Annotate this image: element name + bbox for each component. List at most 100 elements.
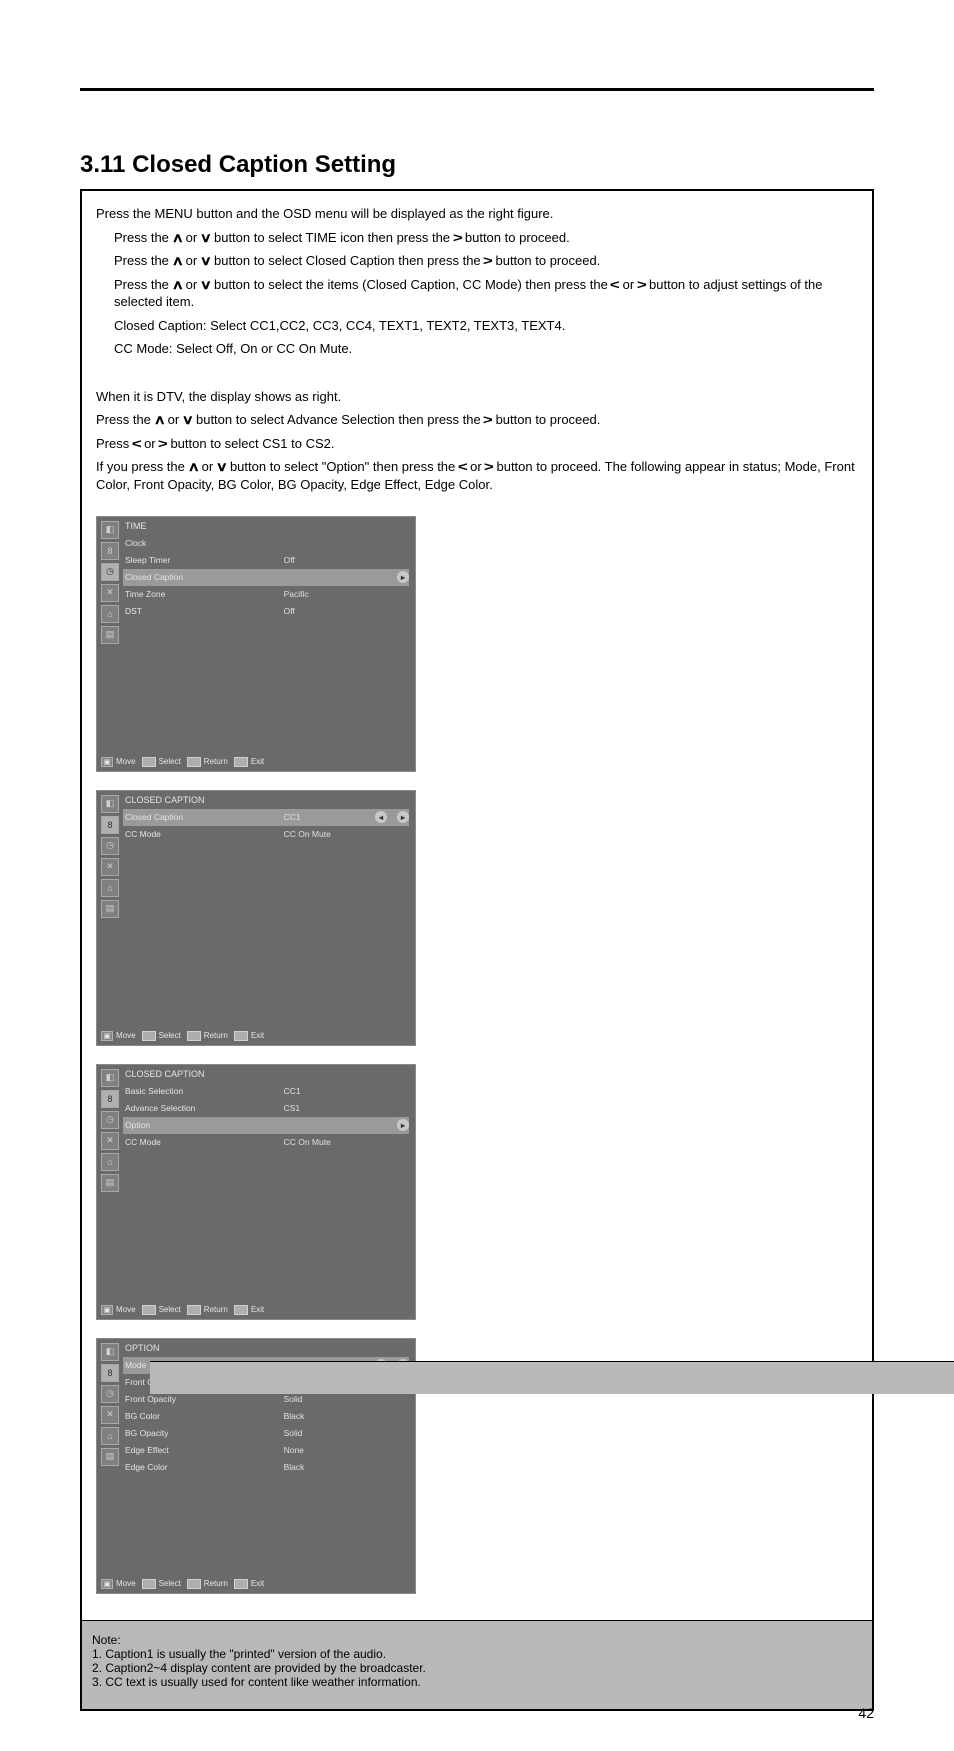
osd-row-arrows: ▸: [354, 1119, 409, 1131]
text: or: [202, 459, 217, 474]
footer-key-icon: [234, 1305, 248, 1315]
osd-sidebar-icon: ⌂: [101, 1427, 119, 1445]
osd-row-label: Advance Selection: [125, 1103, 280, 1113]
footer-key-label: Select: [159, 1031, 181, 1040]
text: Press the: [114, 253, 173, 268]
osd-sidebar-icon: 8: [101, 1364, 119, 1382]
footer-key-label: Select: [159, 757, 181, 766]
chevron-down-icon: [199, 276, 211, 294]
osd-sidebar-icon: ▤: [101, 1174, 119, 1192]
right-column: ◧8◷✕⌂▤TIMEClockSleep TimerOffClosed Capt…: [96, 516, 416, 1594]
osd-footer-button: ▣Move: [101, 1579, 136, 1589]
osd-row-label: Front Opacity: [125, 1394, 280, 1404]
footer-key-icon: [187, 757, 201, 767]
page: 3.11 Closed Caption Setting Press the ME…: [0, 0, 954, 1751]
section-number: 3.11: [80, 151, 125, 178]
text: button to select Advance Selection then …: [196, 412, 484, 427]
dtv-line-3: If you press the or button to select "Op…: [96, 458, 858, 493]
footer-key-icon: [187, 1579, 201, 1589]
osd-row-label: CC Mode: [125, 829, 280, 839]
chevron-down-icon: [199, 229, 211, 247]
osd-row-label: Clock: [125, 538, 280, 548]
osd-sidebar: ◧8◷✕⌂▤: [101, 1343, 121, 1565]
footer-note-line: 3. CC text is usually used for content l…: [92, 1675, 862, 1689]
footer-key-icon: [142, 1305, 156, 1315]
osd-row-value: CC1: [284, 812, 350, 822]
osd-screenshot-2: ◧8◷✕⌂▤CLOSED CAPTIONClosed CaptionCC1◂▸C…: [96, 790, 416, 1046]
osd-screenshot-3: ◧8◷✕⌂▤CLOSED CAPTIONBasic SelectionCC1Ad…: [96, 1064, 416, 1320]
osd-body: ClockSleep TimerOffClosed Caption▸Time Z…: [125, 535, 409, 743]
osd-row: Closed CaptionCC1◂▸: [123, 809, 409, 826]
osd-footer-button: ▣Move: [101, 1031, 136, 1041]
footer-key-icon: ▣: [101, 1305, 113, 1315]
chevron-right-icon: [484, 458, 494, 476]
osd-row: BG OpacitySolid: [125, 1425, 409, 1442]
osd-row-value: Solid: [284, 1394, 350, 1404]
chevron-up-icon: [171, 276, 183, 294]
osd-row-label: Sleep Timer: [125, 555, 280, 565]
section-title-text: Closed Caption Setting: [132, 151, 396, 178]
chevron-up-icon: [187, 458, 199, 476]
osd-sidebar: ◧8◷✕⌂▤: [101, 795, 121, 1017]
text: If you press the: [96, 459, 189, 474]
arrow-right-icon: ▸: [397, 1119, 409, 1131]
osd-footer-button: Select: [142, 757, 181, 767]
osd-sidebar-icon: ◧: [101, 1069, 119, 1087]
chevron-right-icon: [637, 276, 647, 294]
osd-footer-button: Exit: [234, 1031, 264, 1041]
text: button to select "Option" then press the: [230, 459, 459, 474]
ccmode-values: CC Mode: Select Off, On or CC On Mute.: [96, 340, 858, 358]
text: or: [186, 253, 201, 268]
osd-footer-button: Return: [187, 1305, 228, 1315]
footer-key-label: Move: [116, 1579, 136, 1588]
osd-row-label: Closed Caption: [125, 572, 280, 582]
footer-key-label: Exit: [251, 757, 264, 766]
arrow-left-icon: ◂: [375, 811, 387, 823]
osd-row-value: None: [284, 1445, 350, 1455]
chevron-right-icon: [483, 411, 493, 429]
osd-sidebar: ◧8◷✕⌂▤: [101, 521, 121, 743]
footer-note-hidden: [150, 1361, 954, 1394]
osd-sidebar-icon: ⌂: [101, 1153, 119, 1171]
dtv-note: When it is DTV, the display shows as rig…: [96, 388, 858, 494]
osd-sidebar-icon: ⌂: [101, 605, 119, 623]
footer-key-icon: [142, 1579, 156, 1589]
footer-key-label: Move: [116, 757, 136, 766]
osd-row: Edge EffectNone: [125, 1442, 409, 1459]
osd-row-value: CC On Mute: [284, 829, 350, 839]
footer-key-label: Exit: [251, 1305, 264, 1314]
osd-body: Basic SelectionCC1Advance SelectionCS1Op…: [125, 1083, 409, 1291]
osd-header: CLOSED CAPTION: [125, 1069, 409, 1079]
osd-row: Edge ColorBlack: [125, 1459, 409, 1476]
chevron-up-icon: [171, 229, 183, 247]
footer-key-icon: [142, 1031, 156, 1041]
osd-row: CC Mode CC On Mute: [125, 826, 409, 843]
text: button to select the items (Closed Capti…: [214, 277, 611, 292]
osd-body: Closed CaptionCC1◂▸CC ModeCC On Mute: [125, 809, 409, 1017]
text: button to proceed.: [495, 253, 600, 268]
footer-note: Note:1. Caption1 is usually the "printed…: [82, 1620, 872, 1709]
osd-row: Time ZonePacific: [125, 586, 409, 603]
footer-key-label: Move: [116, 1031, 136, 1040]
footer-key-icon: ▣: [101, 757, 113, 767]
footer-key-label: Exit: [251, 1579, 264, 1588]
osd-footer-button: Exit: [234, 1579, 264, 1589]
text: or: [186, 277, 201, 292]
footer-key-label: Return: [204, 1031, 228, 1040]
page-number: 42: [858, 1705, 874, 1721]
osd-row-label: Basic Selection: [125, 1086, 280, 1096]
osd-footer-button: Return: [187, 757, 228, 767]
osd-sidebar-icon: ✕: [101, 1132, 119, 1150]
osd-footer-button: Exit: [234, 757, 264, 767]
step-2: Press the or button to select Closed Cap…: [96, 252, 858, 270]
chevron-right-icon: [158, 435, 168, 453]
footer-key-icon: [234, 757, 248, 767]
osd-footer: ▣MoveSelectReturnExit: [101, 1579, 409, 1589]
text: Press: [96, 436, 133, 451]
osd-footer-button: ▣Move: [101, 1305, 136, 1315]
osd-footer-button: Return: [187, 1579, 228, 1589]
osd-sidebar-icon: ✕: [101, 1406, 119, 1424]
chevron-left-icon: [132, 435, 142, 453]
osd-row: Basic SelectionCC1: [125, 1083, 409, 1100]
footer-note-line: 1. Caption1 is usually the "printed" ver…: [92, 1647, 862, 1661]
